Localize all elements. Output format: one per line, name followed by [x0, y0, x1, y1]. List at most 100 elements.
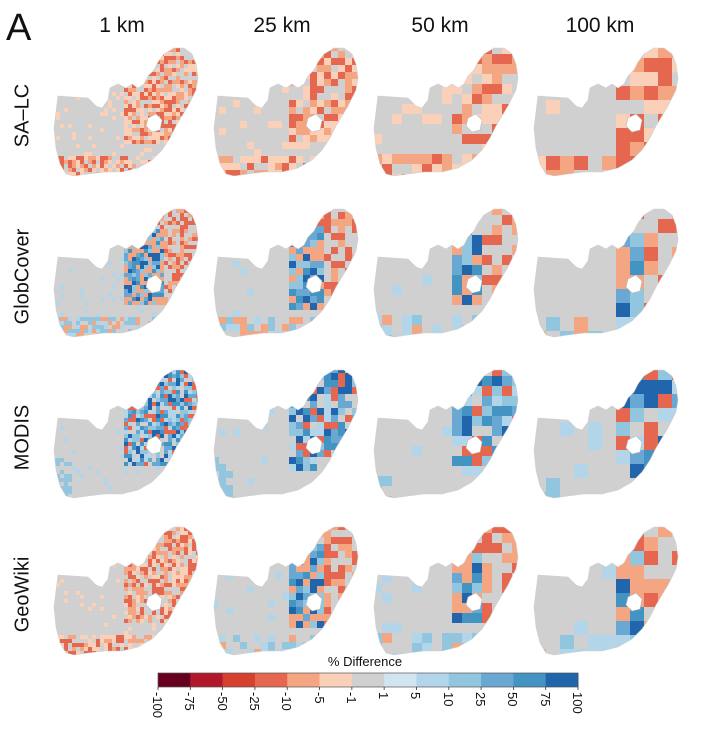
map-cell — [120, 655, 124, 659]
map-cell — [482, 74, 492, 84]
map-cell — [76, 156, 80, 160]
map-cell — [148, 615, 152, 619]
map-cell — [156, 583, 160, 587]
map-cell — [180, 643, 184, 647]
map-cell — [317, 527, 324, 530]
map-cell — [452, 54, 462, 64]
map-cell — [382, 154, 392, 164]
map-cell — [324, 317, 331, 324]
map-cell — [116, 639, 120, 643]
map-cell — [156, 591, 160, 595]
map-cell — [140, 450, 144, 454]
map-cell — [124, 378, 128, 382]
map-cell — [144, 414, 148, 418]
map-cell — [164, 233, 168, 237]
map-cell — [140, 237, 144, 241]
map-cell — [482, 376, 492, 386]
map-cell — [184, 434, 188, 438]
map-panel — [53, 369, 204, 499]
map-cell — [317, 177, 324, 184]
map-cell — [303, 170, 310, 176]
map-cell — [164, 478, 168, 482]
map-cell — [160, 329, 164, 333]
map-cell — [442, 84, 452, 94]
map-cell — [176, 140, 180, 144]
map-cell — [338, 443, 345, 450]
map-cell — [92, 92, 96, 96]
map-cell — [502, 370, 512, 376]
map-cell — [254, 317, 261, 324]
map-cell — [160, 422, 164, 426]
map-cell — [88, 136, 92, 140]
map-cell — [116, 430, 120, 434]
map-cell — [176, 611, 180, 615]
map-cell — [268, 642, 275, 649]
map-cell — [492, 527, 502, 533]
map-cell — [482, 533, 492, 543]
map-cell — [172, 261, 176, 265]
map-cell — [176, 317, 180, 321]
map-cell — [104, 112, 108, 116]
map-cell — [324, 219, 331, 226]
map-cell — [124, 156, 128, 160]
map-cell — [152, 112, 156, 116]
map-cell — [296, 572, 303, 579]
map-cell — [128, 599, 132, 603]
map-cell — [512, 543, 518, 553]
map-cell — [338, 121, 345, 128]
map-cell — [317, 296, 324, 303]
map-cell — [172, 124, 176, 128]
map-cell — [144, 233, 148, 237]
map-cell — [128, 136, 132, 140]
map-cell — [128, 241, 132, 245]
map-cell — [345, 586, 352, 593]
map-cell — [402, 84, 412, 94]
map-cell — [116, 635, 120, 639]
map-cell — [124, 257, 128, 261]
map-cell — [124, 285, 128, 289]
map-cell — [140, 639, 144, 643]
map-cell — [338, 527, 345, 530]
map-cell — [331, 408, 338, 415]
map-cell — [144, 48, 148, 52]
map-cell — [289, 621, 296, 628]
map-cell — [502, 64, 512, 74]
map-cell — [452, 553, 462, 563]
map-cell — [132, 68, 136, 72]
map-cell — [140, 160, 144, 164]
map-cell — [317, 436, 324, 443]
map-cell — [164, 583, 168, 587]
map-cell — [188, 438, 192, 442]
map-cell — [192, 579, 196, 583]
map-cell — [324, 156, 331, 163]
map-cell — [188, 611, 192, 615]
map-cell — [156, 410, 160, 414]
map-cell — [80, 325, 84, 329]
map-cell — [68, 486, 72, 490]
map-cell — [80, 168, 84, 172]
map-cell — [219, 338, 226, 345]
map-cell — [200, 414, 204, 418]
map-cell — [132, 285, 136, 289]
map-cell — [72, 337, 76, 341]
map-cell — [132, 402, 136, 406]
map-cell — [226, 649, 233, 655]
map-cell — [226, 338, 233, 345]
map-cell — [233, 429, 240, 436]
map-cell — [196, 575, 198, 579]
map-cell — [132, 136, 136, 140]
map-cell — [164, 418, 168, 422]
map-cell — [92, 643, 96, 647]
map-cell — [226, 485, 233, 492]
map-cell — [296, 380, 303, 387]
map-cell — [296, 268, 303, 275]
map-cell — [331, 338, 338, 345]
map-cell — [172, 615, 176, 619]
map-cell — [160, 60, 164, 64]
map-cell — [192, 172, 196, 176]
map-cell — [148, 547, 152, 551]
map-cell — [658, 219, 672, 233]
map-cell — [196, 583, 198, 587]
map-cell — [132, 579, 136, 583]
map-cell — [164, 635, 168, 639]
